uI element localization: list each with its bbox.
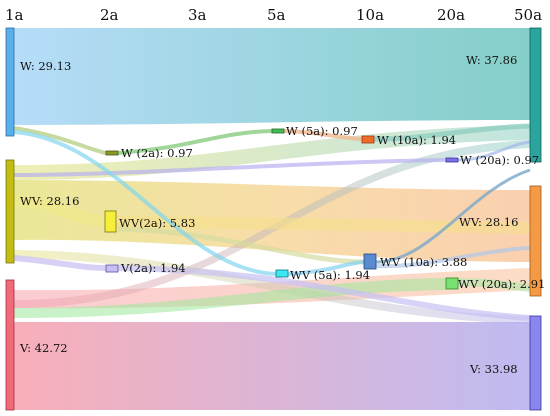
node-wv-10a	[363, 253, 377, 270]
node-v-2a	[105, 264, 119, 273]
flow-thin	[13, 130, 277, 276]
node-label-v-1a: V: 42.72	[19, 341, 68, 355]
period-header: 50a	[514, 6, 542, 24]
node-label-wv-10a: WV (10a): 3.88	[380, 255, 467, 269]
period-header: 10a	[356, 6, 384, 24]
node-wv-20a	[445, 277, 459, 290]
flow-thin	[13, 126, 107, 155]
period-header: 20a	[437, 6, 465, 24]
node-label-w-5a: W (5a): 0.97	[286, 124, 358, 138]
node-label-wv-1a: WV: 28.16	[20, 194, 79, 208]
node-label-w-50a: W: 37.86	[466, 53, 517, 67]
flow-thin	[117, 265, 531, 321]
node-wv-1a	[5, 159, 15, 264]
flow-thin	[117, 129, 273, 155]
node-label-v-50a: V: 33.98	[469, 362, 518, 376]
flow-wv-to-v	[14, 250, 530, 324]
flow-thin	[117, 216, 531, 234]
node-w-50a	[529, 27, 542, 163]
node-w-2a	[105, 150, 119, 156]
flow-thin	[13, 194, 107, 228]
flow-thin	[13, 158, 447, 177]
node-v-50a	[529, 315, 542, 411]
node-label-wv-5a: WV (5a): 1.94	[290, 268, 370, 282]
flow-thin	[457, 278, 531, 292]
flow-v-to-v	[14, 322, 530, 410]
node-w-10a	[361, 135, 375, 144]
period-header: 3a	[188, 6, 207, 24]
flow-thin	[373, 123, 531, 142]
node-label-wv-50a: WV: 28.16	[459, 215, 518, 229]
node-w-20a	[445, 157, 459, 163]
flow-thin	[375, 168, 531, 264]
flow-thin	[283, 129, 363, 141]
node-label-v-2a: V(2a): 1.94	[120, 261, 186, 275]
node-label-w-10a: W (10a): 1.94	[377, 133, 456, 147]
period-header: 5a	[267, 6, 286, 24]
flow-thin	[375, 246, 531, 269]
node-wv-5a	[275, 269, 289, 278]
node-w-1a	[5, 27, 15, 137]
flow-w-to-w	[14, 28, 530, 125]
period-header: 2a	[100, 6, 119, 24]
flow-thin	[457, 140, 531, 162]
flow-thin	[287, 260, 365, 276]
node-w-5a	[271, 128, 285, 134]
node-label-w-2a: W (2a): 0.97	[121, 146, 193, 160]
node-label-w-1a: W: 29.13	[20, 59, 71, 73]
node-wv-50a	[529, 185, 542, 297]
flow-thin	[117, 226, 365, 265]
period-header: 1a	[5, 6, 24, 24]
node-label-w-20a: W (20a): 0.97	[460, 153, 539, 167]
node-wv-2a	[104, 210, 117, 233]
flow-thin	[13, 255, 107, 271]
node-v-1a	[5, 279, 15, 411]
node-label-wv-2a: WV(2a): 5.83	[119, 216, 195, 230]
node-label-wv-20a: WV (20a): 2.91	[458, 277, 545, 291]
